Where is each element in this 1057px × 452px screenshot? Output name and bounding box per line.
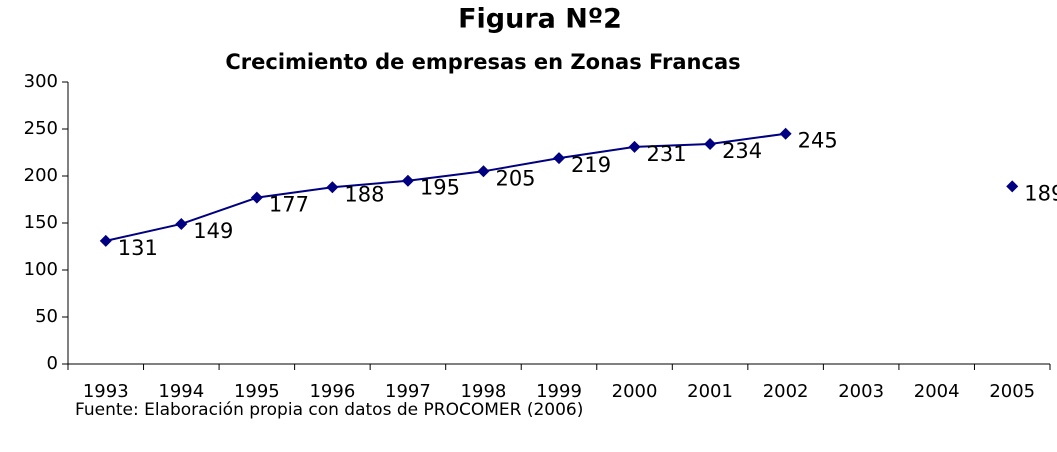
y-tick-label: 300 xyxy=(24,71,58,92)
y-tick-label: 200 xyxy=(24,165,58,186)
x-tick-label: 2003 xyxy=(838,381,884,402)
marker xyxy=(628,140,641,153)
data-label: 195 xyxy=(420,176,460,200)
marker xyxy=(704,138,717,151)
marker xyxy=(779,127,792,140)
chart-title: Figura Nº2 xyxy=(458,4,622,35)
marker xyxy=(553,152,565,165)
x-tick-label: 1999 xyxy=(536,381,582,402)
x-tick-label: 1997 xyxy=(385,381,431,402)
data-label: 205 xyxy=(495,166,535,190)
y-tick-label: 250 xyxy=(24,118,58,139)
marker xyxy=(401,174,414,187)
data-label: 245 xyxy=(798,129,838,153)
y-tick-label: 100 xyxy=(24,259,58,280)
x-tick-label: 2002 xyxy=(763,381,809,402)
marker xyxy=(326,181,339,194)
y-tick-label: 50 xyxy=(35,306,58,327)
data-label: 234 xyxy=(722,139,762,163)
x-tick-label: 2004 xyxy=(914,381,960,402)
source-note: Fuente: Elaboración propia con datos de … xyxy=(75,400,583,420)
y-tick-label: 150 xyxy=(24,212,58,233)
x-tick-label: 1996 xyxy=(309,381,355,402)
line xyxy=(106,134,1012,241)
data-label: 131 xyxy=(118,236,158,260)
data-label: 188 xyxy=(344,182,384,206)
data-label: 219 xyxy=(571,153,611,177)
x-tick-label: 2005 xyxy=(989,381,1035,402)
marker xyxy=(175,217,188,230)
x-tick-label: 2000 xyxy=(612,381,658,402)
x-tick-label: 1993 xyxy=(83,381,129,402)
y-tick-label: 0 xyxy=(47,353,58,374)
x-tick-label: 1995 xyxy=(234,381,280,402)
marker xyxy=(477,165,490,178)
x-tick-label: 1998 xyxy=(461,381,507,402)
marker xyxy=(1006,180,1019,193)
x-tick-label: 2001 xyxy=(687,381,733,402)
x-tick-label: 1994 xyxy=(158,381,204,402)
data-label: 189 xyxy=(1024,181,1057,205)
data-label: 149 xyxy=(193,219,233,243)
data-label: 177 xyxy=(269,193,309,217)
data-label: 231 xyxy=(647,142,687,166)
chart-subtitle: Crecimiento de empresas en Zonas Francas xyxy=(225,50,740,74)
marker xyxy=(99,234,112,247)
marker xyxy=(250,191,263,204)
